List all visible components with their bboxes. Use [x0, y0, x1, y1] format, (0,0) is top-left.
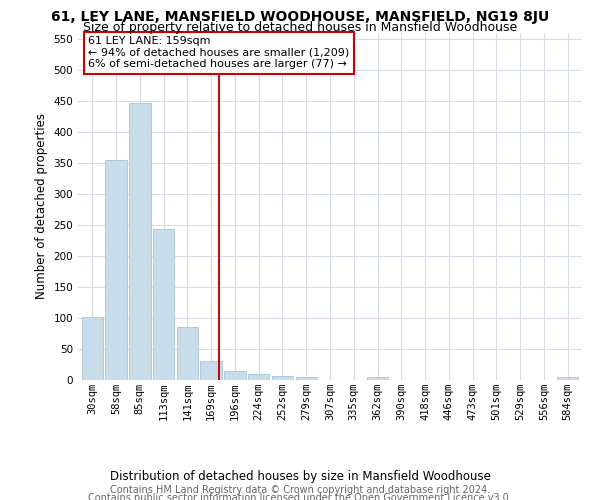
Text: Contains HM Land Registry data © Crown copyright and database right 2024.: Contains HM Land Registry data © Crown c…: [110, 485, 490, 495]
Text: Distribution of detached houses by size in Mansfield Woodhouse: Distribution of detached houses by size …: [110, 470, 490, 483]
Y-axis label: Number of detached properties: Number of detached properties: [35, 114, 48, 299]
Bar: [153, 229, 174, 380]
Text: Size of property relative to detached houses in Mansfield Woodhouse: Size of property relative to detached ho…: [83, 22, 517, 35]
Bar: [176, 326, 198, 380]
Bar: [106, 160, 127, 380]
Bar: [224, 372, 245, 380]
Text: Contains public sector information licensed under the Open Government Licence v3: Contains public sector information licen…: [88, 493, 512, 500]
Text: 61 LEY LANE: 159sqm
← 94% of detached houses are smaller (1,209)
6% of semi-deta: 61 LEY LANE: 159sqm ← 94% of detached ho…: [88, 36, 349, 69]
Text: 61, LEY LANE, MANSFIELD WOODHOUSE, MANSFIELD, NG19 8JU: 61, LEY LANE, MANSFIELD WOODHOUSE, MANSF…: [51, 10, 549, 24]
Bar: [200, 362, 222, 380]
Bar: [557, 377, 578, 380]
Bar: [367, 377, 388, 380]
Bar: [129, 102, 151, 380]
Bar: [248, 374, 269, 380]
Bar: [296, 377, 317, 380]
Bar: [82, 316, 103, 380]
Bar: [272, 376, 293, 380]
